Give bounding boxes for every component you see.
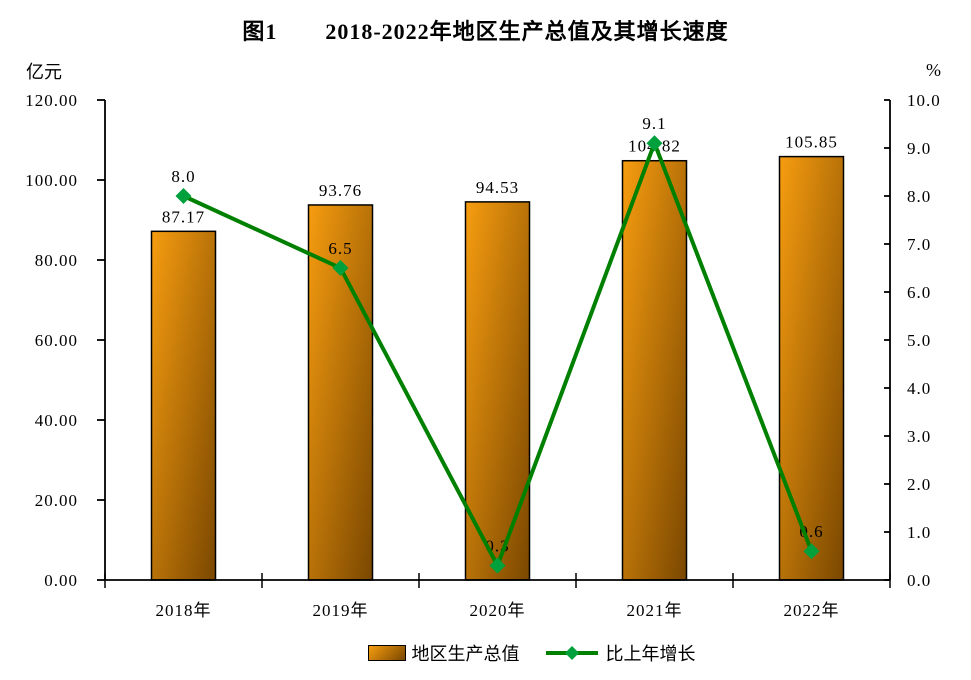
bar-2018年 (150, 230, 217, 581)
right-axis-tick-label: 6.0 (907, 283, 931, 302)
growth-label-2021年: 9.1 (642, 114, 666, 133)
marker-2019年 (332, 260, 349, 276)
right-axis-tick-label: 5.0 (907, 331, 931, 350)
right-axis-tick-label: 7.0 (907, 235, 931, 254)
growth-label-2018年: 8.0 (171, 167, 195, 186)
left-axis-tick-label: 20.00 (35, 491, 78, 510)
right-axis-tick-label: 9.0 (907, 139, 931, 158)
chart-title: 图1 2018-2022年地区生产总值及其增长速度 (0, 14, 971, 46)
category-label-2022年: 2022年 (784, 601, 840, 620)
right-axis-tick-label: 10.0 (907, 91, 941, 110)
bar-2021年 (621, 159, 688, 581)
left-axis-tick-label: 0.00 (44, 571, 78, 590)
category-label-2021年: 2021年 (627, 601, 683, 620)
legend-item-gdp: 地区生产总值 (367, 640, 520, 666)
right-axis-tick-label: 3.0 (907, 427, 931, 446)
category-label-2020年: 2020年 (470, 601, 526, 620)
left-axis-tick-label: 40.00 (35, 411, 78, 430)
bar-2022年 (778, 155, 845, 581)
right-axis-tick-label: 0.0 (907, 571, 931, 590)
left-axis-tick-label: 60.00 (35, 331, 78, 350)
legend-label-gdp: 地区生产总值 (411, 644, 520, 664)
left-axis-tick-label: 120.00 (25, 91, 78, 110)
right-axis-unit-label: % (926, 60, 941, 80)
left-axis-tick-label: 80.00 (35, 251, 78, 270)
category-label-2018年: 2018年 (156, 601, 212, 620)
title-text: 2018-2022年地区生产总值及其增长速度 (325, 19, 729, 44)
marker-2018年 (175, 188, 192, 204)
legend: 地区生产总值 比上年增长 (46, 640, 971, 666)
bar-label-2018年: 87.17 (162, 207, 205, 226)
right-axis-tick-label: 2.0 (907, 475, 931, 494)
line-swatch-icon (544, 645, 600, 661)
left-axis-unit-label: 亿元 (26, 62, 62, 82)
marker-2020年 (489, 557, 506, 574)
legend-label-growth: 比上年增长 (605, 644, 696, 664)
figure-number: 图1 (242, 19, 278, 44)
bar-swatch-icon (367, 645, 406, 661)
marker-2022年 (803, 543, 820, 560)
left-axis-tick-label: 100.00 (25, 171, 78, 190)
right-axis-tick-label: 1.0 (907, 523, 931, 542)
bar-label-2019年: 93.76 (319, 181, 362, 200)
bar-label-2020年: 94.53 (476, 178, 519, 197)
right-axis-tick-label: 8.0 (907, 187, 931, 206)
category-label-2019年: 2019年 (313, 601, 369, 620)
right-axis-tick-label: 4.0 (907, 379, 931, 398)
marker-2021年 (646, 135, 663, 152)
growth-label-2019年: 6.5 (328, 239, 352, 258)
legend-item-growth: 比上年增长 (544, 640, 696, 666)
bar-2020年 (464, 201, 531, 581)
bar-label-2022年: 105.85 (785, 133, 838, 152)
